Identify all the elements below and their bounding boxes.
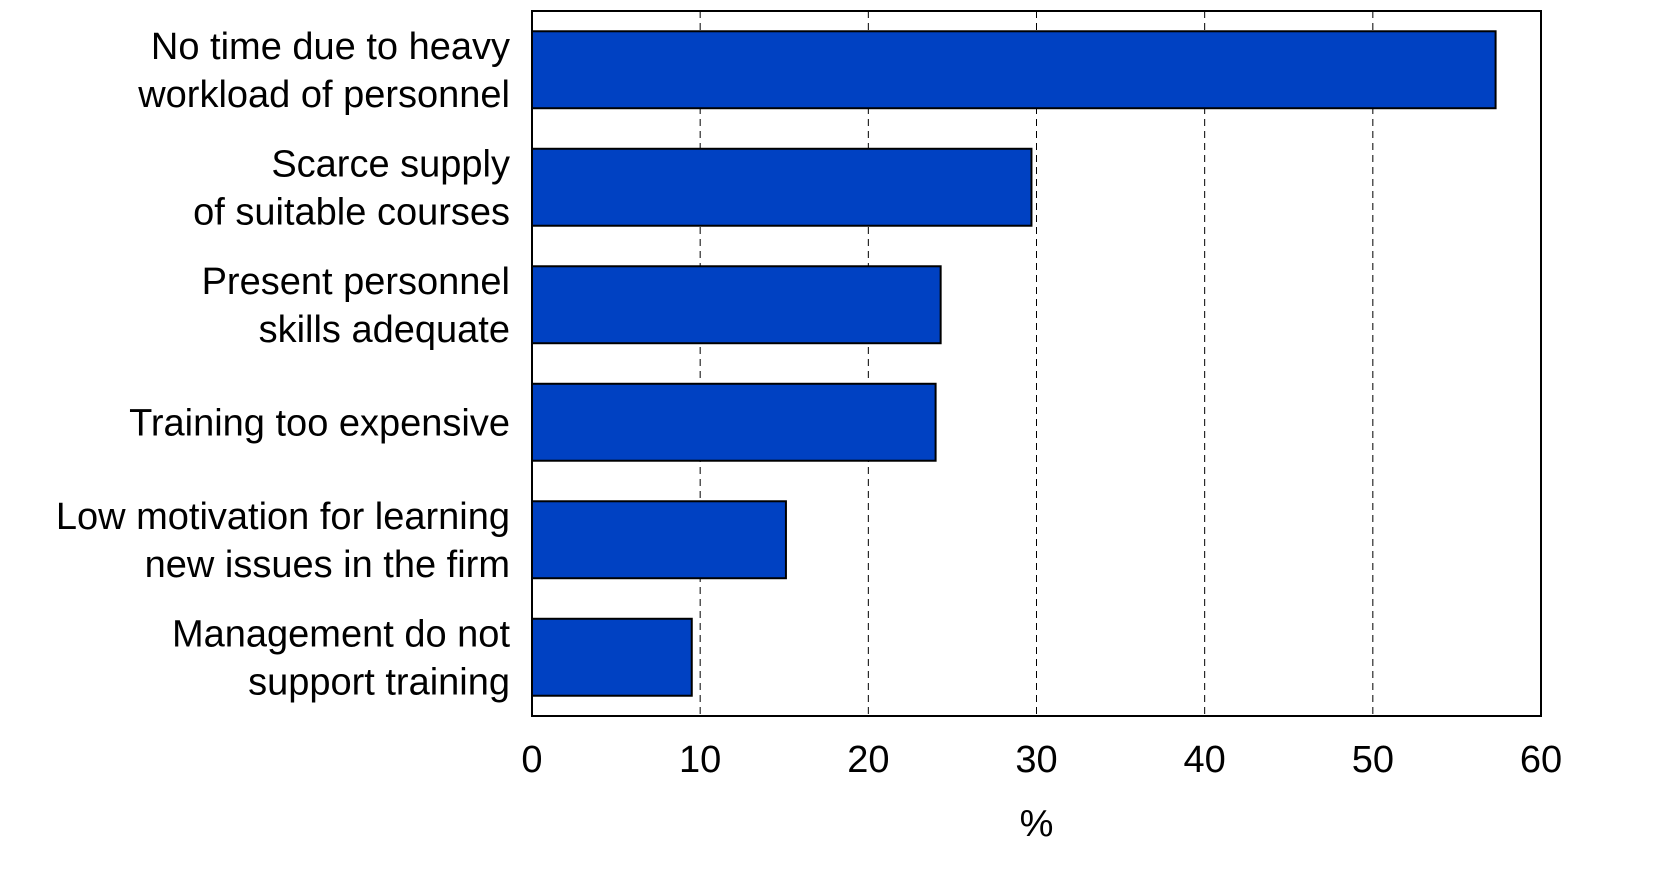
- x-tick-label: 30: [1015, 739, 1057, 781]
- plot-frame: [531, 10, 1542, 717]
- category-labels: No time due to heavy workload of personne…: [56, 26, 511, 704]
- bar: [531, 30, 1497, 110]
- category-label: Low motivation for learning new issues in…: [56, 496, 510, 586]
- category-label: Present personnel skills adequate: [202, 261, 510, 351]
- x-axis-label: %: [1020, 803, 1054, 845]
- bars: [531, 30, 1497, 697]
- category-label: Management do not support training: [172, 613, 510, 703]
- bar: [531, 617, 693, 697]
- bar: [531, 147, 1033, 227]
- x-tick-label: 40: [1184, 739, 1226, 781]
- grid-lines: [699, 11, 1374, 716]
- x-tick-label: 50: [1352, 739, 1394, 781]
- bar: [531, 265, 942, 345]
- category-label: Training too expensive: [129, 402, 510, 444]
- x-tick-label: 60: [1520, 739, 1562, 781]
- bar: [531, 382, 937, 462]
- bar: [531, 500, 787, 580]
- x-tick-label: 20: [847, 739, 889, 781]
- x-tick-labels: 0 10 20 30 40 50 60: [521, 739, 1562, 781]
- category-label: Scarce supply of suitable courses: [193, 143, 510, 233]
- x-tick-label: 0: [521, 739, 542, 781]
- x-tick-label: 10: [679, 739, 721, 781]
- category-label: No time due to heavy workload of personne…: [137, 26, 510, 116]
